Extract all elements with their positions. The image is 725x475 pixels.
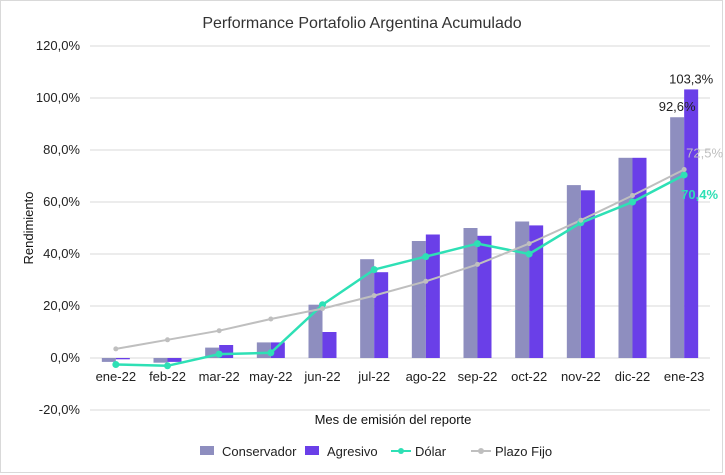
line-plazo-fijo (115, 168, 685, 350)
bar-agresivo (270, 342, 285, 358)
data-label-conservador: 92,6% (659, 99, 696, 114)
bar-conservador (205, 347, 220, 358)
y-axis-ticks: -20,0% 0,0% 20,0% 40,0% 60,0% 80,0% 100,0% 120,… (36, 38, 81, 417)
bar-conservador (153, 358, 168, 363)
x-tick-label: jun-22 (303, 369, 340, 384)
legend-swatch-conservador (200, 446, 214, 455)
point-dolar (319, 301, 326, 309)
bar-agresivo (167, 358, 182, 362)
bar-conservador (515, 221, 530, 358)
legend-label-plazo-fijo: Plazo Fijo (495, 444, 552, 459)
y-tick-label: 80,0% (43, 142, 80, 157)
point-dolar (422, 253, 430, 261)
legend-marker-plazo-fijo (478, 448, 484, 454)
y-tick-label: 100,0% (36, 90, 81, 105)
point-plazo-fijo (165, 337, 170, 343)
data-label-dolar: 70,4% (681, 187, 718, 202)
point-plazo-fijo (475, 261, 480, 267)
point-dolar (112, 361, 120, 368)
x-tick-label: oct-22 (511, 369, 547, 384)
x-tick-label: mar-22 (199, 369, 240, 384)
data-labels: 92,6% 103,3% 72,5% 70,4% (659, 71, 724, 202)
point-plazo-fijo (630, 193, 635, 198)
point-dolar (525, 250, 533, 258)
legend-swatch-agresivo (305, 446, 319, 455)
y-axis-title: Rendimiento (21, 192, 36, 265)
point-dolar (164, 362, 171, 370)
bar-conservador (463, 228, 478, 358)
line-dolar (115, 173, 685, 368)
point-dolar (629, 198, 636, 206)
gridlines (90, 45, 710, 411)
point-plazo-fijo (268, 316, 274, 322)
point-dolar (474, 240, 481, 248)
x-axis-title: Mes de emisión del reporte (315, 412, 472, 427)
legend-label-dolar: Dólar (415, 444, 447, 459)
y-tick-label: -20,0% (39, 402, 81, 417)
legend-label-agresivo: Agresivo (327, 444, 378, 459)
x-tick-label: may-22 (249, 369, 292, 384)
x-tick-label: sep-22 (458, 369, 498, 384)
x-axis-ticks: ene-22 feb-22 mar-22 may-22 jun-22 jul-22 ago-… (96, 369, 705, 384)
bar-conservador (566, 185, 581, 358)
point-dolar (370, 266, 378, 274)
legend-marker-dolar (398, 448, 404, 454)
x-tick-label: nov-22 (561, 369, 601, 384)
point-plazo-fijo (216, 328, 222, 334)
data-label-agresivo: 103,3% (669, 71, 714, 86)
y-tick-label: 20,0% (43, 298, 80, 313)
data-label-plazo-fijo: 72,5% (686, 146, 723, 161)
point-plazo-fijo (320, 306, 325, 312)
bar-agresivo (322, 332, 337, 358)
chart-title: Performance Portafolio Argentina Acumula… (202, 15, 521, 32)
lines (112, 167, 688, 370)
bar-agresivo (477, 235, 492, 358)
point-plazo-fijo (113, 346, 119, 352)
bar-conservador (670, 117, 685, 359)
bar-conservador (101, 358, 116, 362)
bars (101, 89, 699, 363)
bar-agresivo (425, 234, 440, 358)
x-tick-label: jul-22 (357, 369, 390, 384)
bar-agresivo (632, 157, 647, 358)
bar-agresivo (374, 272, 389, 358)
y-tick-label: 40,0% (43, 246, 80, 261)
x-tick-label: ene-23 (664, 369, 704, 384)
bar-conservador (618, 157, 633, 358)
bar-conservador (411, 241, 426, 358)
x-tick-label: ago-22 (406, 369, 446, 384)
point-plazo-fijo (371, 293, 377, 299)
bar-agresivo (115, 358, 130, 360)
point-dolar (215, 350, 223, 358)
y-tick-label: 120,0% (36, 38, 81, 53)
point-dolar (267, 349, 275, 357)
legend-label-conservador: Conservador (222, 444, 297, 459)
point-dolar (680, 171, 688, 179)
point-plazo-fijo (423, 278, 429, 284)
bar-conservador (308, 304, 323, 358)
bar-conservador (360, 259, 375, 358)
point-plazo-fijo (681, 167, 687, 172)
point-plazo-fijo (526, 241, 532, 247)
x-tick-label: feb-22 (149, 369, 186, 384)
bar-agresivo (529, 225, 544, 358)
y-tick-label: 0,0% (50, 350, 80, 365)
y-tick-label: 60,0% (43, 194, 80, 209)
bar-agresivo (684, 89, 699, 359)
point-plazo-fijo (578, 217, 584, 223)
x-tick-label: ene-22 (96, 369, 136, 384)
bar-agresivo (580, 190, 595, 358)
legend: Conservador Agresivo Dólar Plazo Fijo (200, 444, 552, 459)
x-tick-label: dic-22 (615, 369, 650, 384)
